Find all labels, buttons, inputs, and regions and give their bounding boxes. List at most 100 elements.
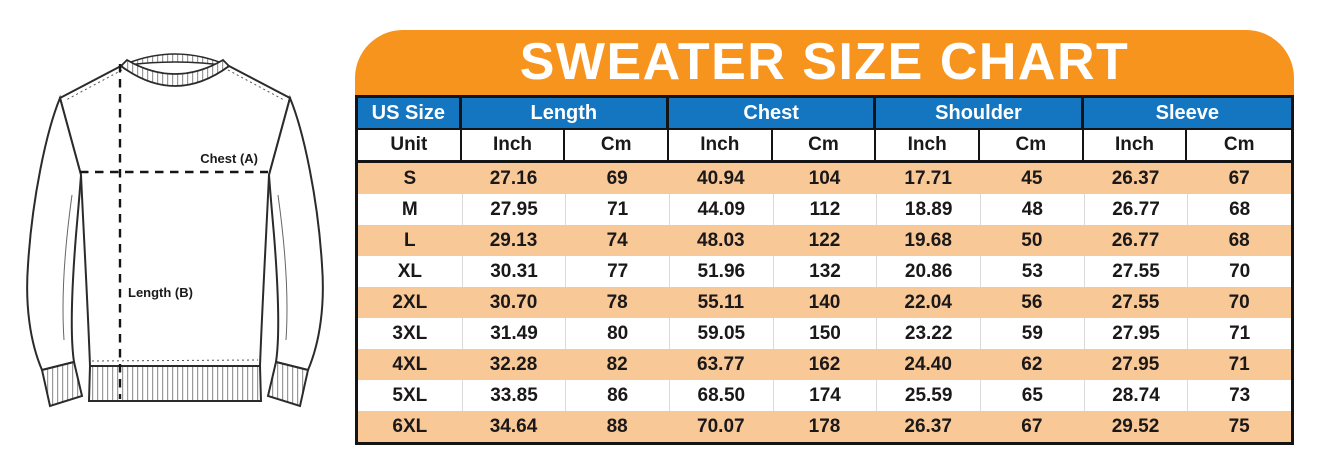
value-cell: 104 xyxy=(808,167,841,189)
value-cell: 51.96 xyxy=(668,256,773,287)
value-cell: 48 xyxy=(979,194,1084,225)
size-label: 4XL xyxy=(392,353,428,375)
value-cell: 55.11 xyxy=(697,291,745,313)
sweater-body xyxy=(58,64,292,367)
col-header-sleeve: Sleeve xyxy=(1155,101,1220,124)
value-cell: 29.13 xyxy=(489,229,538,251)
unit-header: Inch xyxy=(462,130,566,160)
size-label: S xyxy=(403,167,417,189)
collar-band-rib xyxy=(119,58,231,87)
value-cell: 26.77 xyxy=(1083,194,1188,225)
value-cell: 174 xyxy=(772,380,877,411)
value-cell: 112 xyxy=(772,194,877,225)
value-cell: 30.31 xyxy=(461,256,566,287)
value-cell: 70 xyxy=(1228,291,1250,313)
size-label: 2XL xyxy=(392,291,428,313)
value-cell: 56 xyxy=(1021,291,1043,313)
value-cell: 122 xyxy=(808,229,841,251)
value-cell: 71 xyxy=(1228,353,1250,375)
value-cell: 70.07 xyxy=(697,415,745,437)
col-header-us-size: US Size xyxy=(358,98,462,128)
value-cell: 32.28 xyxy=(489,353,538,375)
value-cell: 86 xyxy=(565,380,669,411)
value-cell: 29.52 xyxy=(1111,415,1160,437)
value-cell: 78 xyxy=(606,291,628,313)
col-header-shoulder: Shoulder xyxy=(876,98,1084,128)
group-header-row: US Size Length Chest Shoulder Sleeve xyxy=(358,98,1291,130)
value-cell: 27.95 xyxy=(461,194,566,225)
value-cell: 140 xyxy=(808,291,841,313)
value-cell: 27.16 xyxy=(489,167,538,189)
value-cell: 68 xyxy=(1187,194,1291,225)
value-cell: 23.22 xyxy=(876,318,980,349)
value-cell: 53 xyxy=(979,256,1084,287)
left-sleeve-fold xyxy=(62,194,73,341)
value-cell: 132 xyxy=(772,256,877,287)
table-row-3xl: 3XL 31.49 80 59.05 150 23.22 59 27.95 71 xyxy=(358,318,1291,349)
value-cell: 80 xyxy=(565,318,669,349)
unit-header: Inch xyxy=(1084,130,1188,160)
value-cell: 162 xyxy=(808,353,841,375)
value-cell: 68 xyxy=(1228,229,1250,251)
sweater-hem-rib xyxy=(87,365,263,402)
value-cell: 17.71 xyxy=(904,167,952,189)
value-cell: 71 xyxy=(1187,318,1291,349)
value-cell: 67 xyxy=(1228,167,1250,189)
value-cell: 27.95 xyxy=(1111,353,1160,375)
value-cell: 59.05 xyxy=(668,318,773,349)
value-cell: 63.77 xyxy=(697,353,745,375)
value-cell: 26.37 xyxy=(1111,167,1160,189)
table-row-s: S 27.16 69 40.94 104 17.71 45 26.37 67 xyxy=(358,163,1291,194)
value-cell: 18.89 xyxy=(876,194,980,225)
value-cell: 74 xyxy=(606,229,628,251)
unit-header: Cm xyxy=(980,130,1084,160)
sweater-right-sleeve xyxy=(267,94,324,372)
col-header-length: Length xyxy=(462,98,669,128)
value-cell: 44.09 xyxy=(668,194,773,225)
value-cell: 48.03 xyxy=(697,229,745,251)
unit-header: Unit xyxy=(358,130,462,160)
collar-back xyxy=(120,53,230,67)
value-cell: 59 xyxy=(979,318,1084,349)
value-cell: 27.95 xyxy=(1083,318,1188,349)
size-label: XL xyxy=(397,260,422,282)
value-cell: 70 xyxy=(1187,256,1291,287)
value-cell: 26.77 xyxy=(1111,229,1160,251)
value-cell: 77 xyxy=(565,256,669,287)
table-row-m: M 27.95 71 44.09 112 18.89 48 26.77 68 xyxy=(358,194,1291,225)
value-cell: 178 xyxy=(808,415,841,437)
value-cell: 69 xyxy=(606,167,628,189)
table-row-l: L 29.13 74 48.03 122 19.68 50 26.77 68 xyxy=(358,225,1291,256)
length-measure-label: Length (B) xyxy=(128,285,193,300)
value-cell: 24.40 xyxy=(904,353,952,375)
table-row-5xl: 5XL 33.85 86 68.50 174 25.59 65 28.74 73 xyxy=(358,380,1291,411)
title-banner: SWEATER SIZE CHART xyxy=(355,30,1294,95)
unit-header: Cm xyxy=(1223,134,1255,155)
size-table: US Size Length Chest Shoulder Sleeve Uni… xyxy=(355,95,1294,445)
value-cell: 33.85 xyxy=(461,380,566,411)
right-cuff-rib xyxy=(266,360,310,408)
value-cell: 27.55 xyxy=(1111,291,1160,313)
size-label: L xyxy=(404,229,416,251)
unit-header: Inch xyxy=(669,130,773,160)
value-cell: 71 xyxy=(565,194,669,225)
table-row-xl: XL 30.31 77 51.96 132 20.86 53 27.55 70 xyxy=(358,256,1291,287)
value-cell: 82 xyxy=(606,353,628,375)
value-cell: 30.70 xyxy=(489,291,538,313)
size-label: 3XL xyxy=(392,322,428,344)
value-cell: 68.50 xyxy=(668,380,773,411)
value-cell: 150 xyxy=(772,318,877,349)
page-title: SWEATER SIZE CHART xyxy=(519,33,1130,91)
value-cell: 50 xyxy=(1021,229,1043,251)
value-cell: 88 xyxy=(606,415,628,437)
size-label: 5XL xyxy=(392,384,428,406)
sweater-diagram: Chest (A) Length (B) xyxy=(26,53,324,408)
table-row-2xl: 2XL 30.70 78 55.11 140 22.04 56 27.55 70 xyxy=(358,287,1291,318)
unit-header: Inch xyxy=(876,130,980,160)
size-label: 6XL xyxy=(392,415,428,437)
value-cell: 20.86 xyxy=(876,256,980,287)
left-cuff-rib xyxy=(40,360,84,408)
sweater-left-sleeve xyxy=(26,94,83,372)
value-cell: 75 xyxy=(1228,415,1250,437)
